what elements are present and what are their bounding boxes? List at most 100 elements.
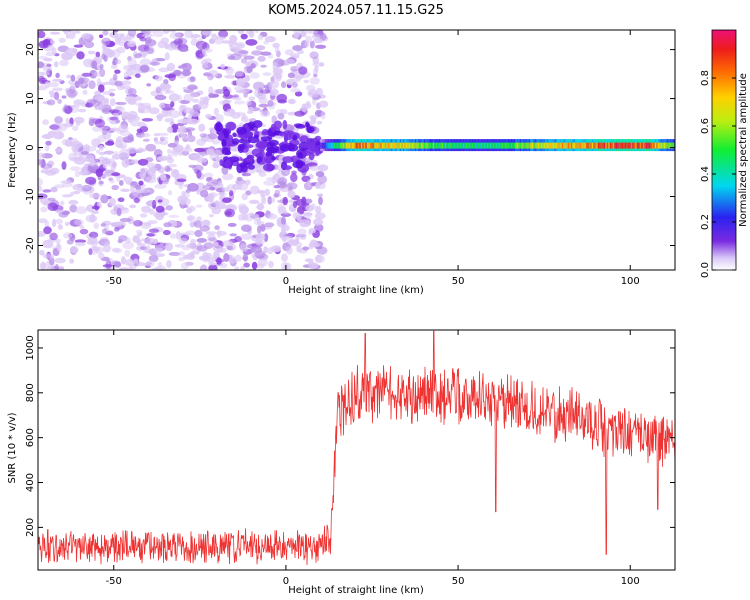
carrier-core [320, 142, 322, 149]
carrier-core [638, 142, 640, 149]
noise-blob [291, 240, 300, 246]
noise-blob [260, 110, 271, 117]
noise-blob [192, 155, 200, 159]
noise-blob [111, 184, 119, 191]
noise-blob [287, 72, 295, 79]
carrier-core [456, 142, 459, 149]
noise-blob [263, 40, 269, 45]
noise-blob [47, 202, 58, 211]
noise-blob [139, 213, 148, 218]
noise-blob [225, 211, 232, 216]
noise-blob [70, 140, 83, 149]
noise-blob [163, 222, 172, 228]
noise-blob [48, 90, 55, 96]
noise-blob [160, 37, 170, 44]
cluster-blob [282, 165, 292, 170]
carrier-core [494, 142, 496, 149]
noise-blob [222, 99, 233, 103]
noise-blob [100, 173, 111, 178]
carrier-core [485, 142, 487, 149]
noise-blob [229, 53, 242, 61]
noise-blob [196, 158, 207, 163]
noise-blob [167, 126, 174, 133]
noise-blob [178, 65, 183, 69]
noise-blob [290, 88, 301, 93]
noise-blob [164, 242, 174, 252]
noise-blob [292, 200, 298, 208]
noise-blob [135, 262, 146, 267]
noise-blob [256, 169, 262, 174]
carrier-core [509, 142, 511, 149]
colorbar-ticks: 0.0 0.2 0.4 0.6 0.8 [700, 70, 736, 278]
carrier-core [384, 142, 387, 149]
noise-blob [88, 100, 101, 107]
carrier-core [333, 142, 336, 149]
noise-blob [260, 224, 266, 232]
carrier-core [531, 142, 534, 149]
noise-blob [189, 111, 201, 117]
noise-blob [168, 251, 181, 256]
noise-blob [205, 177, 212, 182]
noise-blob [91, 138, 101, 148]
noise-blob [139, 170, 146, 180]
noise-blob [229, 46, 241, 52]
noise-blob [155, 85, 166, 93]
noise-blob [110, 222, 120, 228]
noise-blob [82, 144, 91, 151]
spectrogram-y-tick-label: 20 [25, 43, 36, 56]
carrier-core [402, 142, 405, 149]
carrier-core [624, 142, 627, 149]
noise-blob [133, 96, 142, 101]
carrier-core [584, 142, 586, 149]
noise-blob [45, 51, 56, 57]
carrier-core [665, 142, 667, 149]
carrier-core [326, 142, 328, 149]
noise-blob [318, 196, 323, 206]
noise-blob [196, 245, 208, 252]
carrier-core [405, 142, 408, 149]
cluster-blob [221, 139, 227, 146]
carrier-core [518, 142, 520, 149]
noise-blob [93, 71, 102, 77]
noise-blob [239, 87, 250, 94]
carrier-core [512, 142, 514, 149]
noise-blob [137, 107, 145, 113]
carrier-core [321, 142, 324, 149]
noise-blob [74, 239, 87, 243]
carrier-core [672, 142, 675, 149]
noise-blob [96, 78, 102, 84]
noise-blob [57, 98, 62, 104]
noise-blob [207, 133, 218, 140]
carrier-core [569, 142, 571, 149]
noise-blob [220, 63, 226, 69]
carrier-core [480, 142, 483, 149]
carrier-core [360, 142, 363, 149]
noise-blob [109, 116, 119, 121]
carrier-core [488, 142, 490, 149]
noise-blob [297, 217, 302, 223]
noise-blob [54, 116, 63, 124]
carrier-core [413, 142, 415, 149]
noise-blob [58, 37, 67, 43]
carrier-core [557, 142, 559, 149]
noise-blob [273, 245, 281, 253]
cluster-blob [297, 152, 304, 159]
noise-blob [81, 72, 92, 77]
noise-blob [146, 30, 157, 34]
noise-blob [176, 128, 184, 133]
noise-blob [127, 30, 137, 37]
noise-blob [117, 197, 125, 202]
noise-blob [93, 222, 100, 230]
noise-blob [44, 81, 51, 89]
noise-blob [249, 72, 260, 79]
noise-blob [188, 205, 196, 212]
cluster-blob [214, 122, 224, 132]
noise-blob [52, 78, 63, 82]
noise-blob [185, 230, 196, 236]
carrier-core [566, 142, 568, 149]
noise-blob [290, 173, 298, 183]
noise-blob [162, 229, 171, 236]
carrier-core [369, 142, 372, 149]
carrier-core [671, 142, 673, 149]
noise-blob [146, 48, 154, 54]
